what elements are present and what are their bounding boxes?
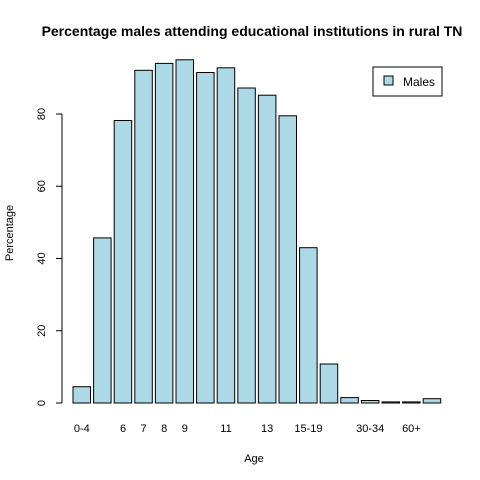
y-tick-label: 0 [36, 400, 48, 406]
legend-swatch [383, 75, 394, 86]
legend: Males [372, 66, 443, 97]
bar-10 [196, 72, 215, 404]
x-axis-labels: 0-4 6 7 8 9 11 13 15-19 30-34 60+ [74, 423, 421, 435]
y-tick-label: 40 [36, 252, 48, 264]
x-tick-label: 8 [161, 423, 167, 435]
bar-14 [278, 115, 297, 404]
y-axis: 0 20 40 60 80 [36, 108, 63, 406]
bar-11 [216, 67, 236, 404]
x-tick-label: 11 [220, 423, 231, 435]
bar-35-59 [381, 401, 400, 404]
x-tick-label: 9 [182, 423, 188, 435]
bar-15-19 [299, 247, 318, 404]
x-axis-title: Age [244, 453, 264, 465]
bar-0-4 [72, 386, 91, 404]
y-axis-title: Percentage [4, 205, 16, 261]
bar-25-29 [340, 397, 359, 404]
bar-6 [113, 120, 133, 404]
bar-7 [134, 69, 153, 404]
bars [72, 59, 442, 404]
chart-title: Percentage males attending educational i… [42, 23, 463, 39]
bar-30-34 [360, 400, 380, 404]
bar-13 [257, 94, 277, 404]
bar-9 [175, 59, 194, 404]
bar-20-24 [319, 363, 339, 404]
bar-60+ [402, 401, 421, 404]
x-tick-label: 6 [120, 423, 126, 435]
x-tick-label: 60+ [402, 423, 421, 435]
bar-8 [154, 62, 174, 404]
bar-5 [93, 237, 112, 404]
x-tick-label: 30-34 [356, 423, 384, 435]
y-tick-label: 80 [36, 108, 48, 120]
x-tick-label: 0-4 [74, 423, 90, 435]
x-tick-label: 13 [261, 423, 273, 435]
legend-label: Males [403, 75, 435, 89]
x-tick-label: 15-19 [294, 423, 322, 435]
bar-12 [237, 87, 256, 404]
bar-Age not stated [422, 398, 442, 404]
y-tick-label: 60 [36, 180, 48, 192]
x-tick-label: 7 [141, 423, 147, 435]
y-tick-label: 20 [36, 325, 48, 337]
